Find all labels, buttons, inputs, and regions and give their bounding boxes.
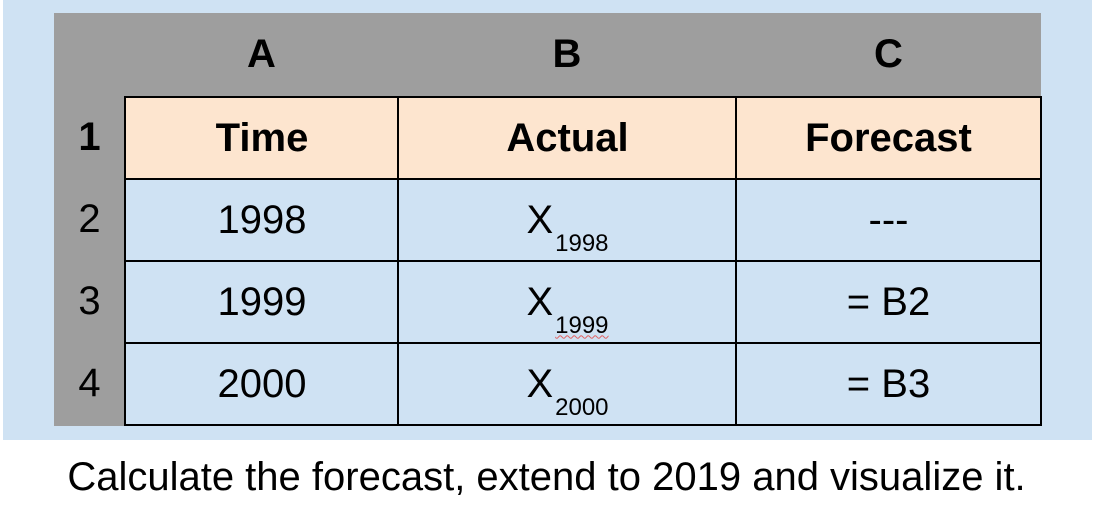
row-header-3[interactable]: 3 bbox=[78, 278, 101, 323]
row-header-1[interactable]: 1 bbox=[78, 114, 101, 159]
cell-c2-text: --- bbox=[868, 197, 909, 242]
cell-b2[interactable]: X 1998 bbox=[397, 178, 738, 262]
cell-b3[interactable]: X 1999 bbox=[397, 260, 738, 344]
cell-b1[interactable]: Actual bbox=[397, 96, 738, 180]
cell-a1[interactable]: Time bbox=[124, 96, 400, 180]
variable-subscript: 1999 bbox=[555, 311, 609, 339]
cell-a4-text: 2000 bbox=[217, 361, 307, 406]
cell-c3[interactable]: = B2 bbox=[735, 260, 1042, 344]
cell-a2[interactable]: 1998 bbox=[124, 178, 400, 262]
column-header-c[interactable]: C bbox=[874, 32, 903, 76]
cell-b1-text: Actual bbox=[506, 115, 629, 160]
cell-c1[interactable]: Forecast bbox=[735, 96, 1042, 180]
column-header-b[interactable]: B bbox=[552, 32, 582, 76]
cell-a4[interactable]: 2000 bbox=[124, 342, 400, 426]
row-header-4[interactable]: 4 bbox=[78, 360, 101, 405]
cell-b4-expression: X 2000 bbox=[526, 361, 608, 421]
cell-b2-expression: X 1998 bbox=[526, 197, 608, 257]
row-header-2[interactable]: 2 bbox=[78, 196, 101, 241]
variable-subscript: 2000 bbox=[555, 393, 609, 421]
variable-symbol: X bbox=[526, 361, 554, 406]
cell-c3-text: = B2 bbox=[846, 279, 931, 324]
cell-b4[interactable]: X 2000 bbox=[397, 342, 738, 426]
variable-symbol: X bbox=[526, 279, 554, 324]
cell-a3-text: 1999 bbox=[217, 279, 307, 324]
cell-c4-text: = B3 bbox=[846, 361, 931, 406]
cell-a3[interactable]: 1999 bbox=[124, 260, 400, 344]
column-header-a[interactable]: A bbox=[247, 32, 276, 76]
cell-a2-text: 1998 bbox=[217, 197, 307, 242]
cell-b3-expression: X 1999 bbox=[526, 279, 608, 339]
instruction-caption: Calculate the forecast, extend to 2019 a… bbox=[67, 455, 1026, 499]
cell-a1-text: Time bbox=[215, 115, 309, 160]
cell-c1-text: Forecast bbox=[805, 115, 972, 160]
variable-subscript: 1998 bbox=[555, 229, 609, 257]
cell-c4[interactable]: = B3 bbox=[735, 342, 1042, 426]
cell-c2[interactable]: --- bbox=[735, 178, 1042, 262]
variable-symbol: X bbox=[526, 197, 554, 242]
